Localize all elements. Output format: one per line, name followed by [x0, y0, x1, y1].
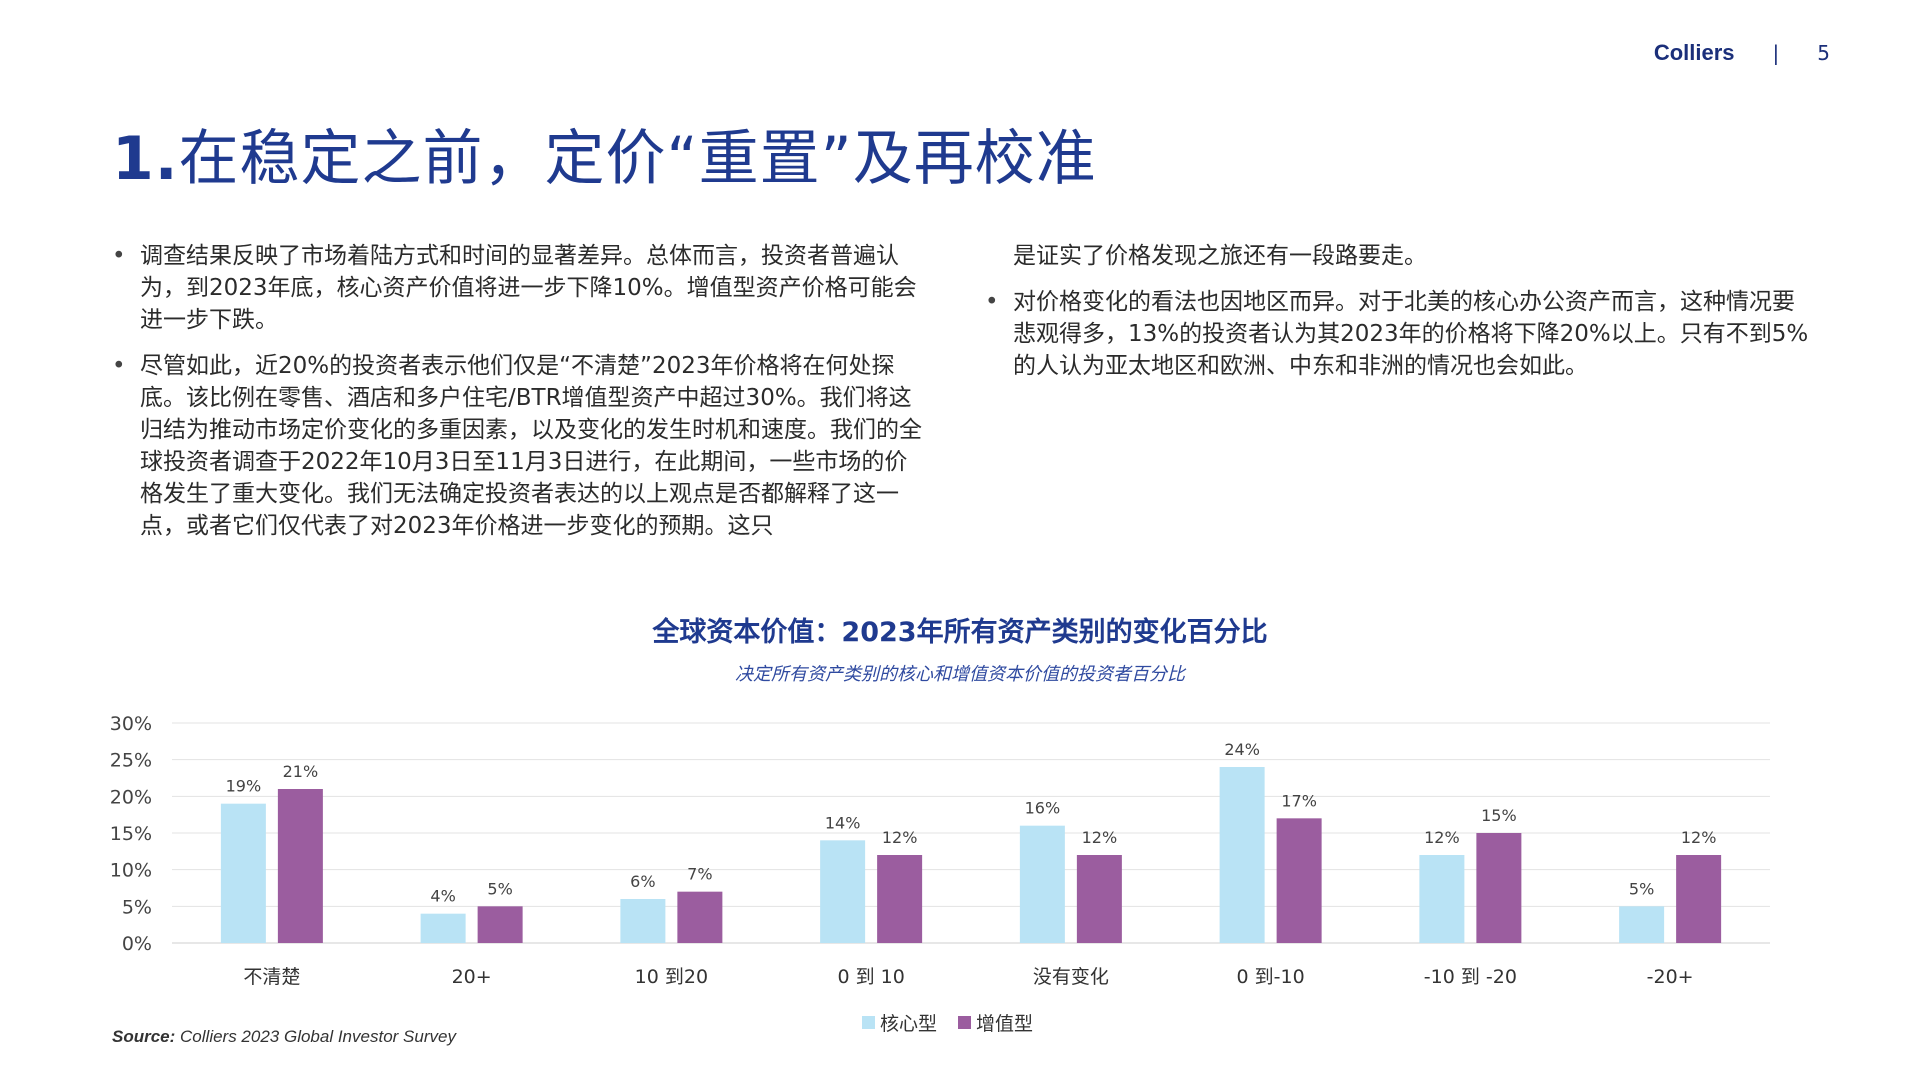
y-tick-label: 25% [110, 750, 152, 772]
bar-value-add [1476, 833, 1522, 943]
legend-label: 核心型 [880, 1013, 937, 1035]
legend-swatch [958, 1016, 971, 1029]
data-label: 12% [1681, 828, 1717, 847]
title-number: 1. [112, 124, 179, 194]
right-text-column: 是证实了价格发现之旅还有一段路要走。 对价格变化的看法也因地区而异。对于北美的核… [985, 240, 1815, 396]
chart-title: 全球资本价值：2023年所有资产类别的变化百分比 [652, 617, 1268, 648]
paragraph-3: 对价格变化的看法也因地区而异。对于北美的核心办公资产而言，这种情况要悲观得多，1… [985, 286, 1815, 382]
bar-core [1619, 906, 1665, 943]
data-label: 12% [1424, 828, 1460, 847]
y-tick-label: 15% [110, 823, 152, 845]
data-label: 12% [1082, 828, 1118, 847]
bar-core [420, 913, 466, 943]
x-tick-label: 0 到-10 [1237, 966, 1305, 988]
y-tick-label: 0% [122, 933, 152, 955]
legend-label: 增值型 [976, 1013, 1033, 1035]
data-label: 24% [1224, 740, 1260, 759]
x-tick-label: 没有变化 [1033, 966, 1109, 988]
bar-core [1019, 825, 1065, 943]
data-label: 21% [283, 762, 319, 781]
page-number: 5 [1817, 41, 1830, 65]
y-tick-label: 5% [122, 896, 152, 918]
data-label: 6% [630, 872, 655, 891]
bar-core [220, 803, 266, 943]
brand-logo: Colliers [1653, 40, 1735, 65]
paragraph-1: 调查结果反映了市场着陆方式和时间的显著差异。总体而言，投资者普遍认为，到2023… [112, 240, 922, 336]
x-tick-label: -10 到 -20 [1424, 966, 1517, 988]
bar-value-add [1276, 818, 1322, 943]
x-tick-label: -20+ [1647, 966, 1694, 988]
data-label: 5% [1629, 879, 1654, 898]
page-title: 1.在稳定之前，定价“重置”及再校准 [112, 110, 1097, 197]
chart-subtitle: 决定所有资产类别的核心和增值资本价值的投资者百分比 [735, 664, 1185, 685]
x-tick-label: 20+ [452, 966, 492, 988]
bar-value-add [1076, 855, 1122, 943]
paragraph-2: 尽管如此，近20%的投资者表示他们仅是“不清楚”2023年价格将在何处探底。该比… [112, 350, 922, 542]
paragraph-2-continued: 是证实了价格发现之旅还有一段路要走。 [1013, 243, 1427, 269]
source-note: Source: Colliers 2023 Global Investor Su… [112, 1027, 456, 1047]
bar-value-add [877, 855, 923, 943]
bar-value-add [477, 906, 523, 943]
data-label: 16% [1025, 799, 1061, 818]
bar-value-add [1676, 855, 1722, 943]
y-tick-label: 10% [110, 860, 152, 882]
page-header: Colliers | 5 [1654, 40, 1830, 66]
data-label: 4% [430, 887, 455, 906]
data-label: 7% [687, 865, 712, 884]
y-tick-label: 30% [110, 713, 152, 735]
header-separator: | [1772, 41, 1780, 65]
source-text: Colliers 2023 Global Investor Survey [180, 1027, 456, 1046]
y-tick-label: 20% [110, 786, 152, 808]
bar-value-add [277, 789, 323, 943]
data-label: 14% [825, 813, 861, 832]
bar-core [820, 840, 866, 943]
data-label: 5% [487, 879, 512, 898]
bar-value-add [677, 891, 723, 943]
bar-core [1219, 767, 1265, 943]
x-tick-label: 0 到 10 [837, 966, 904, 988]
source-label: Source: [112, 1027, 176, 1046]
title-text: 在稳定之前，定价“重置”及再校准 [178, 124, 1097, 194]
data-label: 12% [882, 828, 918, 847]
bar-core [1419, 855, 1465, 943]
data-label: 19% [226, 777, 262, 796]
data-label: 15% [1481, 806, 1517, 825]
left-text-column: 调查结果反映了市场着陆方式和时间的显著差异。总体而言，投资者普遍认为，到2023… [112, 240, 922, 556]
data-label: 17% [1281, 791, 1317, 810]
legend-swatch [862, 1016, 875, 1029]
x-tick-label: 10 到20 [635, 966, 708, 988]
x-tick-label: 不清楚 [243, 966, 300, 988]
bar-core [620, 899, 666, 943]
